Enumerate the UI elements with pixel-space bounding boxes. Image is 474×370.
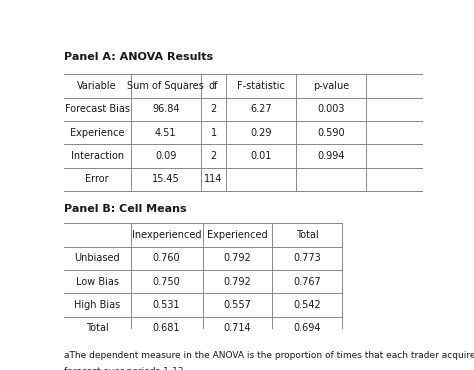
Text: Sum of Squares: Sum of Squares <box>128 81 204 91</box>
Text: p-value: p-value <box>313 81 349 91</box>
Text: Experience: Experience <box>70 128 124 138</box>
Text: 0.09: 0.09 <box>155 151 176 161</box>
Text: Low Bias: Low Bias <box>75 277 118 287</box>
Text: 0.767: 0.767 <box>293 277 321 287</box>
Text: Inexperienced: Inexperienced <box>132 230 201 240</box>
Text: Total: Total <box>296 230 319 240</box>
Text: 1: 1 <box>210 128 217 138</box>
Text: 0.681: 0.681 <box>153 323 180 333</box>
Text: 96.84: 96.84 <box>152 104 180 114</box>
Text: 0.792: 0.792 <box>224 277 251 287</box>
Text: 0.750: 0.750 <box>153 277 181 287</box>
Text: Panel B: Cell Means: Panel B: Cell Means <box>64 204 186 214</box>
Text: 2: 2 <box>210 151 217 161</box>
Text: 0.694: 0.694 <box>293 323 321 333</box>
Text: Error: Error <box>85 174 109 184</box>
Text: 0.994: 0.994 <box>317 151 345 161</box>
Text: 0.531: 0.531 <box>153 300 180 310</box>
Text: 0.760: 0.760 <box>153 253 180 263</box>
Text: 0.714: 0.714 <box>224 323 251 333</box>
Text: forecast over periods 1-12.: forecast over periods 1-12. <box>64 367 186 370</box>
Text: Variable: Variable <box>77 81 117 91</box>
Text: Unbiased: Unbiased <box>74 253 120 263</box>
Text: High Bias: High Bias <box>74 300 120 310</box>
Text: 4.51: 4.51 <box>155 128 176 138</box>
Text: 0.590: 0.590 <box>317 128 345 138</box>
Text: F-statistic: F-statistic <box>237 81 285 91</box>
Text: aThe dependent measure in the ANOVA is the proportion of times that each trader : aThe dependent measure in the ANOVA is t… <box>64 351 474 360</box>
Text: df: df <box>209 81 219 91</box>
Text: 0.773: 0.773 <box>293 253 321 263</box>
Text: 0.29: 0.29 <box>251 128 272 138</box>
Text: Total: Total <box>86 323 109 333</box>
Text: Experienced: Experienced <box>207 230 268 240</box>
Text: Forecast Bias: Forecast Bias <box>64 104 129 114</box>
Text: 15.45: 15.45 <box>152 174 180 184</box>
Text: 0.792: 0.792 <box>224 253 251 263</box>
Text: 6.27: 6.27 <box>250 104 272 114</box>
Text: 0.542: 0.542 <box>293 300 321 310</box>
Text: 0.003: 0.003 <box>317 104 345 114</box>
Text: Interaction: Interaction <box>71 151 124 161</box>
Text: 0.01: 0.01 <box>251 151 272 161</box>
Text: 0.557: 0.557 <box>223 300 251 310</box>
Text: Panel A: ANOVA Results: Panel A: ANOVA Results <box>64 51 213 61</box>
Text: 2: 2 <box>210 104 217 114</box>
Text: 114: 114 <box>204 174 223 184</box>
